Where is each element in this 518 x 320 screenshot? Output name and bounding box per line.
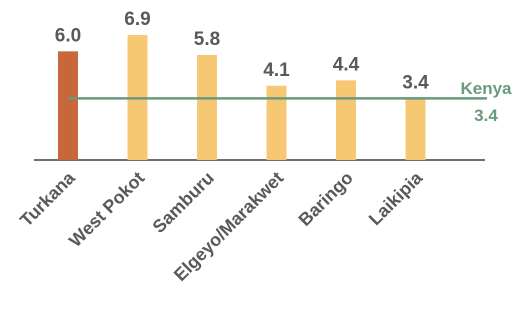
bar-turkana	[58, 51, 78, 161]
category-label: Turkana	[16, 167, 79, 230]
category-label: Samburu	[149, 168, 218, 237]
category-label: West Pokot	[65, 168, 148, 251]
reference-line-value: 3.4	[474, 106, 498, 125]
bar-samburu	[197, 54, 217, 160]
bar-value-label: 4.4	[333, 54, 360, 75]
bar-laikipia	[405, 98, 426, 160]
bar-value-label: 6.0	[55, 25, 81, 46]
bar-baringo	[336, 80, 356, 160]
bar-value-label: 5.8	[194, 29, 220, 50]
bar-value-label: 4.1	[263, 60, 290, 81]
bar-elgeyo-marakwet	[266, 85, 287, 160]
bar-value-label: 6.9	[124, 9, 150, 30]
reference-line-label: Kenya	[460, 79, 512, 98]
category-label: Baringo	[295, 168, 357, 230]
category-label: Laikipia	[365, 167, 427, 229]
bar-value-label: 3.4	[402, 72, 429, 93]
